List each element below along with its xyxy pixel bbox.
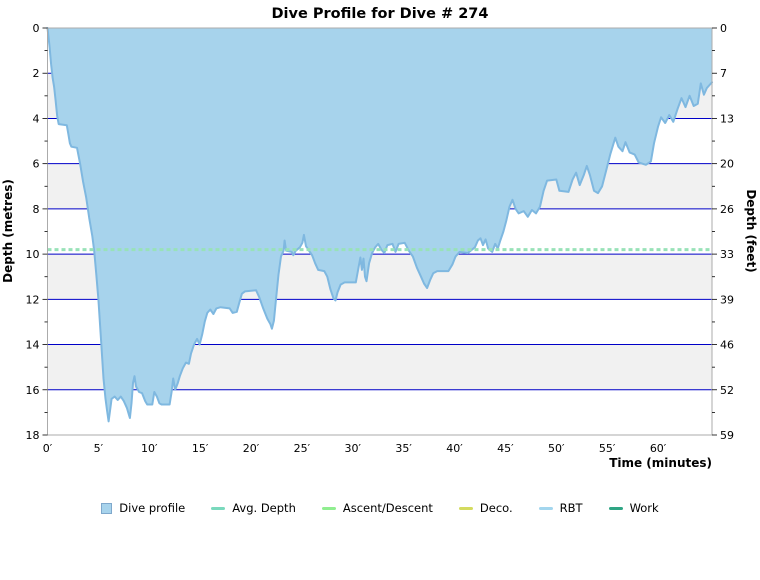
y-tick-label-feet: 7 xyxy=(720,67,727,80)
legend-label: Ascent/Descent xyxy=(342,501,433,515)
y-tick-label-feet: 52 xyxy=(720,384,734,397)
legend-swatch-icon xyxy=(608,506,623,510)
x-tick-label: 40′ xyxy=(446,442,463,455)
y-tick-label-metres: 10 xyxy=(26,248,40,261)
y-tick-label-feet: 39 xyxy=(720,293,734,306)
y-tick-label-feet: 59 xyxy=(720,429,734,442)
legend-swatch-icon xyxy=(101,502,113,514)
y-tick-label-feet: 26 xyxy=(720,203,734,216)
legend-item-rbt: RBT xyxy=(538,501,583,515)
chart-title: Dive Profile for Dive # 274 xyxy=(272,6,489,22)
x-tick-label: 10′ xyxy=(141,442,158,455)
legend-swatch-icon xyxy=(538,506,553,510)
x-tick-label: 30′ xyxy=(345,442,362,455)
y-tick-label-metres: 6 xyxy=(33,158,40,171)
y-tick-label-feet: 20 xyxy=(720,158,734,171)
legend-swatch-icon xyxy=(458,506,473,510)
y-tick-label-metres: 16 xyxy=(26,384,40,397)
legend-swatch-icon xyxy=(321,506,336,510)
y-tick-label-metres: 8 xyxy=(33,203,40,216)
y-axis-label-left: Depth (metres) xyxy=(1,179,15,283)
y-axis-label-right: Depth (feet) xyxy=(744,189,758,272)
legend-item-avg-depth: Avg. Depth xyxy=(211,501,296,515)
legend-item-deco: Deco. xyxy=(458,501,513,515)
y-tick-label-metres: 4 xyxy=(33,112,40,125)
y-tick-label-metres: 12 xyxy=(26,293,40,306)
legend-item-dive-profile: Dive profile xyxy=(101,501,185,515)
x-tick-label: 35′ xyxy=(395,442,412,455)
x-tick-label: 15′ xyxy=(192,442,209,455)
y-tick-label-feet: 0 xyxy=(720,22,727,35)
legend-item-work: Work xyxy=(608,501,659,515)
x-tick-label: 55′ xyxy=(599,442,616,455)
x-tick-label: 0′ xyxy=(43,442,53,455)
legend-label: RBT xyxy=(559,501,583,515)
dive-profile-area xyxy=(47,28,712,422)
legend-label: Deco. xyxy=(479,501,513,515)
dive-profile-outline xyxy=(46,27,713,423)
y-tick-label-feet: 33 xyxy=(720,248,734,261)
x-tick-label: 45′ xyxy=(497,442,514,455)
legend-swatch-icon xyxy=(211,506,226,510)
x-tick-label: 50′ xyxy=(548,442,565,455)
legend-label: Avg. Depth xyxy=(232,501,296,515)
y-tick-label-metres: 14 xyxy=(26,339,40,352)
x-tick-label: 60′ xyxy=(650,442,667,455)
legend-label: Dive profile xyxy=(119,501,186,515)
y-tick-label-metres: 2 xyxy=(33,67,40,80)
x-axis-label: Time (minutes) xyxy=(609,456,712,470)
legend-item-ascent-descent: Ascent/Descent xyxy=(321,501,433,515)
x-tick-label: 20′ xyxy=(243,442,260,455)
y-tick-label-metres: 0 xyxy=(33,22,40,35)
x-tick-label: 25′ xyxy=(294,442,311,455)
y-tick-label-metres: 18 xyxy=(26,429,40,442)
y-tick-label-feet: 13 xyxy=(720,112,734,125)
chart-legend: Dive profile Avg. Depth Ascent/Descent Deco… xyxy=(0,501,760,515)
y-tick-label-feet: 46 xyxy=(720,339,734,352)
legend-label: Work xyxy=(629,501,659,515)
x-tick-label: 5′ xyxy=(94,442,104,455)
